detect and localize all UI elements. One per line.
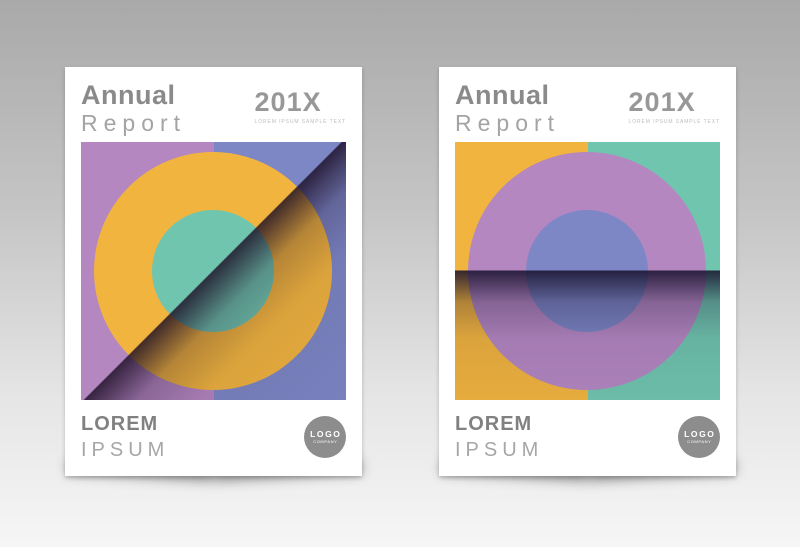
title-line-2: Report <box>455 110 561 137</box>
year-block: 201X LOREM IPSUM SAMPLE TEXT <box>628 87 720 126</box>
year-block: 201X LOREM IPSUM SAMPLE TEXT <box>254 87 346 126</box>
title-line-1: Annual <box>81 80 176 110</box>
logo-subtext: COMPANY <box>313 439 338 445</box>
report-cover-right: Annual Report 201X LOREM IPSUM SAMPLE TE… <box>439 67 736 476</box>
title-block: Annual Report <box>81 81 186 137</box>
company-logo-badge: LOGO COMPANY <box>304 416 346 458</box>
cover-header: Annual Report 201X LOREM IPSUM SAMPLE TE… <box>81 81 346 142</box>
logo-subtext: COMPANY <box>687 439 712 445</box>
report-cover-left: Annual Report 201X LOREM IPSUM SAMPLE TE… <box>65 67 362 476</box>
footer-title: LOREM <box>455 412 533 435</box>
footer-title: LOREM <box>81 412 159 435</box>
year-label: 201X <box>628 87 696 117</box>
footer-text-block: LOREM IPSUM <box>455 413 543 462</box>
company-logo-badge: LOGO COMPANY <box>678 416 720 458</box>
cover-graphic <box>455 142 720 400</box>
title-line-2: Report <box>81 110 187 137</box>
cover-graphic <box>81 142 346 400</box>
footer-subtitle: IPSUM <box>81 438 170 461</box>
year-label: 201X <box>254 87 322 117</box>
fold-shadow-diagonal <box>81 142 346 400</box>
title-block: Annual Report <box>455 81 560 137</box>
cover-footer: LOREM IPSUM LOGO COMPANY <box>455 400 720 474</box>
footer-text-block: LOREM IPSUM <box>81 413 169 462</box>
cover-header: Annual Report 201X LOREM IPSUM SAMPLE TE… <box>455 81 720 142</box>
cover-footer: LOREM IPSUM LOGO COMPANY <box>81 400 346 474</box>
logo-text: LOGO <box>310 428 342 439</box>
year-caption: LOREM IPSUM SAMPLE TEXT <box>628 119 720 125</box>
title-line-1: Annual <box>455 80 550 110</box>
year-caption: LOREM IPSUM SAMPLE TEXT <box>254 119 346 125</box>
footer-subtitle: IPSUM <box>455 438 544 461</box>
fold-shadow-horizontal <box>455 142 720 400</box>
logo-text: LOGO <box>684 428 716 439</box>
